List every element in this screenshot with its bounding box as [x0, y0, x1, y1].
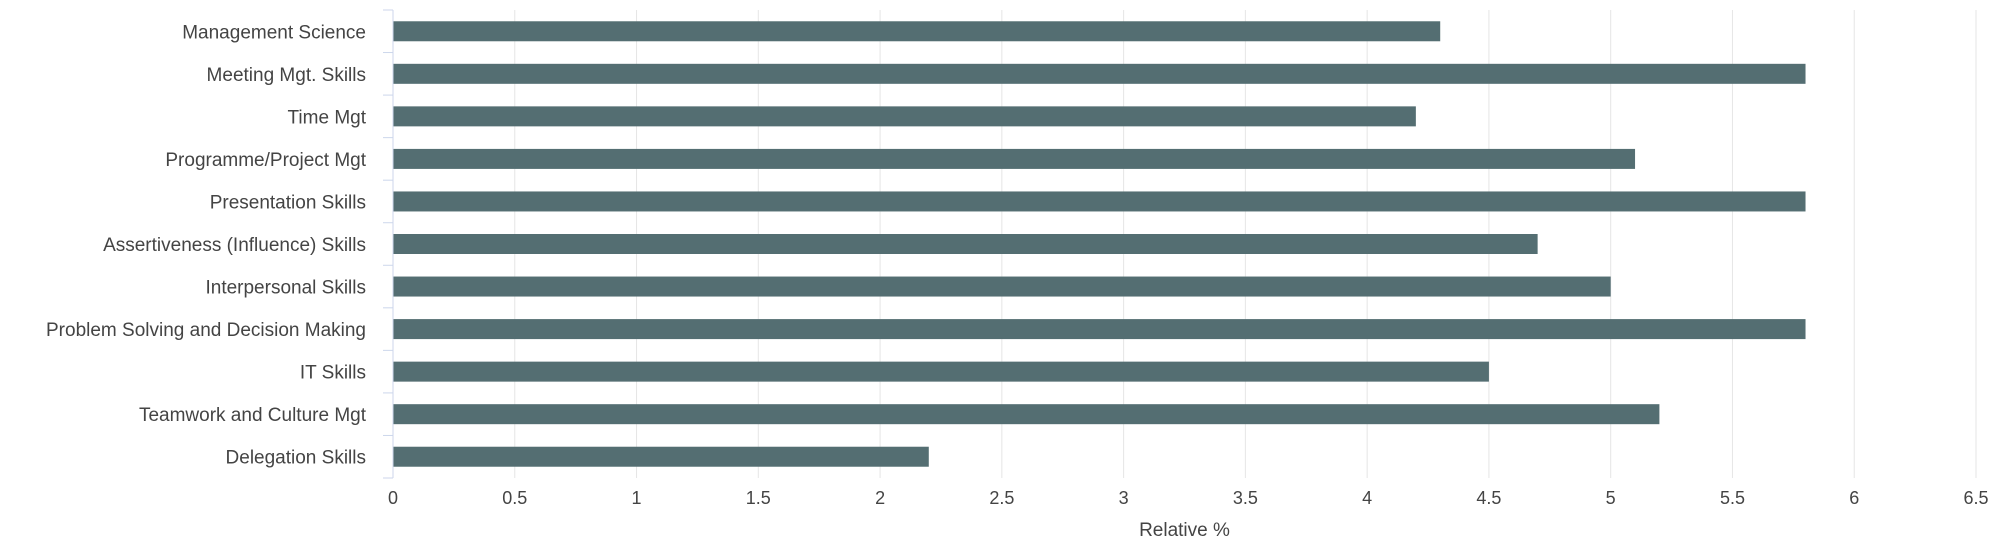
bar	[393, 404, 1660, 425]
bars	[393, 21, 1806, 467]
category-label: Teamwork and Culture Mgt	[139, 405, 367, 426]
x-tick-label: 0	[388, 488, 398, 508]
x-tick-label: 1	[632, 488, 642, 508]
x-tick-label: 6	[1849, 488, 1859, 508]
category-axis	[383, 9, 394, 479]
x-tick-label: 4	[1362, 488, 1372, 508]
category-labels: Management Science Meeting Mgt. Skills Tim…	[46, 22, 367, 468]
x-tick-label: 2.5	[989, 488, 1014, 508]
bar	[393, 63, 1806, 84]
x-axis-title: Relative %	[1139, 520, 1230, 541]
bar	[393, 276, 1611, 297]
category-label: Programme/Project Mgt	[165, 150, 366, 171]
category-label: Problem Solving and Decision Making	[46, 320, 366, 341]
bar	[393, 446, 929, 467]
category-label: Delegation Skills	[226, 448, 366, 469]
x-tick-label: 6.5	[1963, 488, 1988, 508]
x-tick-label: 5	[1606, 488, 1616, 508]
bar	[393, 361, 1489, 382]
bar	[393, 234, 1538, 254]
bar	[393, 191, 1806, 212]
category-label: Time Mgt	[288, 107, 367, 128]
x-tick-label: 3.5	[1233, 488, 1258, 508]
bar	[393, 21, 1441, 42]
category-label: Meeting Mgt. Skills	[207, 65, 366, 86]
x-tick-label: 1.5	[746, 488, 771, 508]
category-label: Management Science	[182, 22, 366, 43]
value-axis-ticks: 0 0.5 1 1.5 2 2.5 3 3.5 4 4.5 5 5.5 6 6.5	[388, 488, 1989, 508]
x-tick-label: 2	[875, 488, 885, 508]
x-tick-label: 3	[1119, 488, 1129, 508]
x-tick-label: 5.5	[1720, 488, 1745, 508]
category-label: IT Skills	[300, 363, 366, 384]
x-tick-label: 4.5	[1476, 488, 1501, 508]
category-label: Presentation Skills	[210, 192, 366, 213]
bar	[393, 148, 1636, 169]
category-label: Assertiveness (Influence) Skills	[103, 235, 366, 256]
bar	[393, 319, 1806, 340]
x-tick-label: 0.5	[502, 488, 527, 508]
category-label: Interpersonal Skills	[205, 278, 366, 299]
bar	[393, 106, 1416, 127]
